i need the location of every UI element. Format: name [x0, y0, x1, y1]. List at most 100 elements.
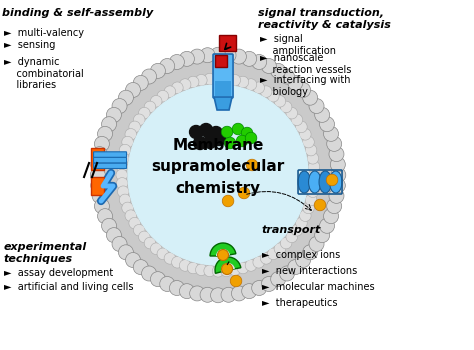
- Text: transport: transport: [262, 225, 321, 235]
- Circle shape: [164, 86, 176, 97]
- Circle shape: [241, 127, 253, 139]
- Circle shape: [144, 101, 156, 113]
- Circle shape: [296, 253, 310, 267]
- Circle shape: [203, 135, 217, 148]
- Circle shape: [112, 99, 127, 113]
- Bar: [215, 81, 231, 96]
- Circle shape: [212, 133, 226, 146]
- Circle shape: [300, 128, 311, 140]
- Circle shape: [122, 202, 133, 214]
- Circle shape: [187, 76, 199, 88]
- Circle shape: [91, 178, 106, 193]
- Circle shape: [210, 126, 222, 140]
- Circle shape: [160, 276, 175, 292]
- Text: Membrane
supramolecular
chemistry: Membrane supramolecular chemistry: [151, 139, 285, 196]
- Circle shape: [280, 101, 292, 113]
- Circle shape: [190, 286, 205, 301]
- Circle shape: [260, 253, 272, 264]
- Circle shape: [286, 231, 298, 243]
- Circle shape: [200, 48, 215, 63]
- Circle shape: [122, 136, 133, 148]
- Text: ►  dynamic
    combinatorial
    libraries: ► dynamic combinatorial libraries: [4, 57, 84, 90]
- Text: signal transduction,
reactivity & catalysis: signal transduction, reactivity & cataly…: [258, 8, 391, 30]
- Circle shape: [91, 157, 106, 172]
- Circle shape: [105, 62, 331, 288]
- Circle shape: [118, 186, 129, 197]
- Circle shape: [142, 69, 156, 84]
- Circle shape: [221, 48, 236, 63]
- Circle shape: [125, 210, 137, 222]
- Circle shape: [125, 128, 137, 140]
- Ellipse shape: [319, 171, 331, 193]
- Circle shape: [286, 107, 298, 119]
- Circle shape: [196, 75, 207, 86]
- Circle shape: [238, 187, 250, 199]
- Circle shape: [133, 114, 145, 126]
- Circle shape: [180, 51, 194, 66]
- Text: ►  therapeutics: ► therapeutics: [262, 298, 337, 308]
- Circle shape: [280, 266, 294, 281]
- Circle shape: [274, 96, 286, 107]
- Circle shape: [126, 83, 140, 97]
- Circle shape: [116, 161, 128, 173]
- Text: experimental
techniques: experimental techniques: [4, 242, 87, 264]
- Circle shape: [327, 198, 342, 214]
- Circle shape: [296, 121, 307, 133]
- Circle shape: [326, 174, 338, 186]
- Circle shape: [169, 55, 184, 70]
- Circle shape: [300, 210, 311, 222]
- Circle shape: [157, 248, 169, 260]
- Circle shape: [98, 209, 112, 224]
- Circle shape: [169, 280, 184, 295]
- Circle shape: [172, 257, 183, 268]
- Circle shape: [245, 79, 257, 90]
- Circle shape: [267, 90, 279, 102]
- Circle shape: [129, 217, 140, 229]
- Circle shape: [212, 73, 224, 85]
- Circle shape: [324, 126, 338, 141]
- Circle shape: [106, 228, 121, 243]
- Circle shape: [229, 75, 240, 86]
- Circle shape: [118, 245, 133, 260]
- Circle shape: [274, 243, 286, 254]
- Circle shape: [291, 224, 303, 236]
- Text: ►  artificial and living cells: ► artificial and living cells: [4, 282, 134, 292]
- Circle shape: [106, 107, 121, 122]
- Circle shape: [296, 83, 310, 97]
- Text: binding & self-assembly: binding & self-assembly: [2, 8, 153, 18]
- FancyBboxPatch shape: [93, 158, 127, 163]
- Circle shape: [231, 49, 246, 64]
- Circle shape: [252, 280, 267, 295]
- Text: ►  sensing: ► sensing: [4, 40, 55, 50]
- Circle shape: [303, 136, 314, 148]
- Circle shape: [261, 276, 276, 292]
- Circle shape: [229, 264, 240, 275]
- Circle shape: [160, 58, 175, 74]
- Circle shape: [144, 237, 156, 249]
- Circle shape: [210, 288, 226, 303]
- Ellipse shape: [329, 171, 342, 193]
- Circle shape: [157, 90, 169, 102]
- Circle shape: [142, 266, 156, 281]
- Circle shape: [222, 195, 234, 207]
- Circle shape: [133, 260, 148, 275]
- Circle shape: [245, 260, 257, 271]
- Circle shape: [133, 224, 145, 236]
- Circle shape: [94, 198, 109, 214]
- Text: ►  complex ions: ► complex ions: [262, 250, 340, 260]
- Circle shape: [126, 253, 140, 267]
- Circle shape: [308, 161, 320, 173]
- Circle shape: [245, 132, 257, 144]
- Ellipse shape: [309, 171, 321, 193]
- FancyBboxPatch shape: [93, 152, 127, 157]
- Circle shape: [119, 194, 131, 206]
- Circle shape: [204, 73, 216, 85]
- Circle shape: [305, 194, 317, 206]
- Circle shape: [220, 265, 232, 277]
- Circle shape: [129, 121, 140, 133]
- Circle shape: [303, 202, 314, 214]
- FancyBboxPatch shape: [93, 163, 127, 168]
- Circle shape: [253, 257, 264, 268]
- Circle shape: [329, 147, 344, 162]
- Circle shape: [204, 265, 216, 277]
